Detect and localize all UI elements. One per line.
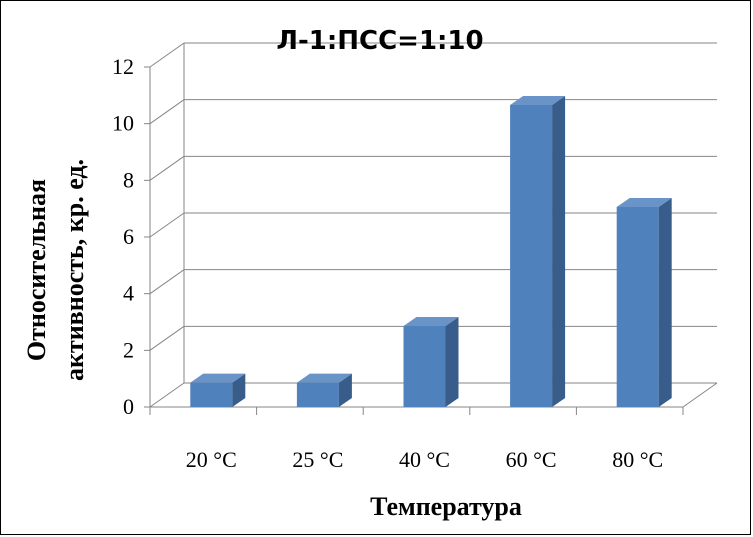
tick-labels: 0 2 4 6 8 10 12 20 °С 25 °С 40 °С 60 °С 80 °С (112, 54, 663, 472)
bar-top (296, 373, 352, 383)
bar-side (552, 96, 566, 407)
bar-top (510, 96, 566, 105)
x-tick-label: 60 °С (506, 447, 557, 472)
x-tick-label: 20 °С (186, 447, 237, 472)
x-tick-label: 80 °С (612, 447, 663, 472)
y-tick-label: 0 (123, 394, 134, 419)
bar (616, 198, 672, 407)
gridline-side (149, 325, 185, 351)
bars (190, 96, 672, 407)
bar (403, 317, 459, 407)
gridline-side (149, 99, 185, 125)
y-axis-title-line-2: активность, кр. ед. (60, 159, 89, 381)
bar-top (403, 317, 459, 326)
gridline-side (149, 212, 185, 238)
floor-edge (682, 382, 718, 408)
gridline-side (149, 155, 185, 181)
bar-front (510, 105, 553, 407)
bar-front (296, 382, 339, 407)
grid-lines (144, 42, 718, 415)
y-axis-title-line-1: Относительная (22, 179, 51, 361)
gridline-side (149, 269, 185, 295)
bar-front (190, 382, 233, 407)
y-tick-label: 4 (123, 281, 134, 306)
bar-side (658, 198, 672, 407)
bar-front (403, 326, 446, 407)
x-tick-label: 40 °С (399, 447, 450, 472)
y-tick-label: 12 (112, 54, 134, 79)
gridline-side (149, 42, 185, 68)
bar-side (445, 317, 459, 407)
bar (296, 373, 352, 407)
y-tick-label: 8 (123, 167, 134, 192)
y-tick-label: 6 (123, 224, 134, 249)
bar-front (616, 207, 659, 407)
bar-top (616, 198, 672, 207)
x-axis-title: Температура (370, 492, 522, 521)
bar-side (338, 373, 352, 407)
bar (510, 96, 566, 407)
gridline-side (149, 382, 185, 408)
x-tick-label: 25 °С (292, 447, 343, 472)
bar (190, 373, 246, 407)
chart-title: Л-1:ПСС=1:10 (276, 26, 483, 56)
y-tick-label: 2 (123, 337, 134, 362)
bar-side (232, 373, 246, 407)
bar-top (190, 373, 246, 383)
y-tick-label: 10 (112, 111, 134, 136)
